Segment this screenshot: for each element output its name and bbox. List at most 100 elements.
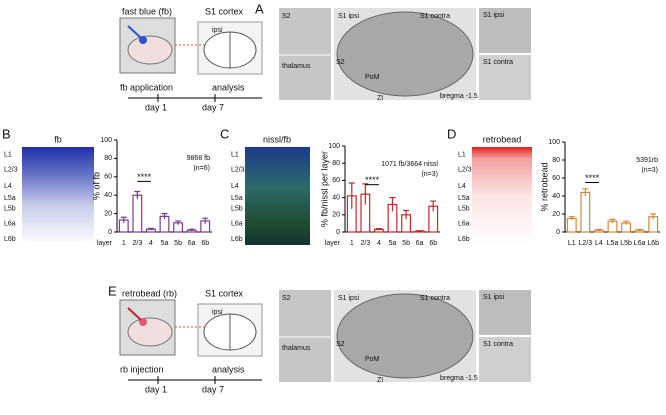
x-tick-label: 5a xyxy=(161,240,169,247)
error-bar xyxy=(147,227,154,231)
label: L4 xyxy=(458,183,466,190)
label: bregma -1.5 xyxy=(440,375,478,382)
x-tick-label: L2/3 xyxy=(579,240,593,247)
annotation: 1071 fb/3664 nissl xyxy=(381,161,438,168)
label: analysis xyxy=(212,364,245,374)
label: fast blue (fb) xyxy=(122,6,172,16)
y-tick-label: 60 xyxy=(104,174,112,181)
label: S2 xyxy=(282,295,291,302)
x-tick-label: 4 xyxy=(377,240,381,247)
y-tick-label: 60 xyxy=(552,175,560,182)
annotation: (n=6) xyxy=(193,165,210,172)
y-tick-label: 40 xyxy=(332,194,340,201)
label: L6a xyxy=(231,220,243,227)
mouse xyxy=(127,317,173,347)
error-bar xyxy=(650,213,657,220)
y-tick-label: 80 xyxy=(332,160,340,167)
micrograph xyxy=(245,147,310,245)
label: S2 xyxy=(336,59,345,66)
label: L5b xyxy=(231,206,243,213)
x-tick-label: 6b xyxy=(201,240,209,247)
label: S1 contra xyxy=(483,59,513,66)
y-tick-label: 40 xyxy=(552,193,560,200)
y-tick-label: 20 xyxy=(552,211,560,218)
y-axis-label: % fb/nissl per layer xyxy=(319,151,329,227)
micrograph xyxy=(479,337,531,382)
x-tick-label: L4 xyxy=(595,240,603,247)
label: retrobead (rb) xyxy=(122,288,177,298)
significance: **** xyxy=(137,172,152,182)
label: rb injection xyxy=(120,364,164,374)
x-tick-label: L5a xyxy=(607,240,619,247)
bar xyxy=(132,194,143,233)
micrograph xyxy=(22,147,94,245)
label: L1 xyxy=(4,152,12,159)
error-bar xyxy=(161,213,168,220)
micrograph xyxy=(279,8,331,100)
error-bar xyxy=(636,228,643,232)
label: ZI xyxy=(377,377,383,384)
label: B xyxy=(2,126,11,141)
label: L6b xyxy=(231,236,243,243)
label: L1 xyxy=(458,152,466,159)
brain-section xyxy=(336,293,474,379)
bar xyxy=(580,191,591,233)
x-tick-label: 6a xyxy=(188,240,196,247)
x-tick-label: 6b xyxy=(429,240,437,247)
label: PoM xyxy=(365,74,380,81)
x-axis-label: layer xyxy=(325,240,341,247)
label: S1 contra xyxy=(483,341,513,348)
x-tick-label: 1 xyxy=(122,240,126,247)
error-bar xyxy=(595,228,602,232)
label: L5a xyxy=(458,195,470,202)
label: S1 contra xyxy=(420,295,450,302)
error-bar xyxy=(403,209,410,220)
label: L5b xyxy=(4,206,16,213)
label: nissl/fb xyxy=(263,134,291,144)
label: S1 ipsi xyxy=(483,294,504,301)
micrograph xyxy=(479,290,531,335)
needle xyxy=(127,25,142,39)
micrograph xyxy=(479,55,531,100)
label: bregma -1.5 xyxy=(440,93,478,100)
y-tick-label: 60 xyxy=(332,177,340,184)
needle xyxy=(127,307,142,321)
x-tick-label: L6a xyxy=(634,240,646,247)
label: S2 xyxy=(336,341,345,348)
x-tick-label: L1 xyxy=(568,240,576,247)
x-tick-label: 2/3 xyxy=(360,240,370,247)
error-bar xyxy=(416,230,423,232)
label: fb application xyxy=(120,82,173,92)
x-tick-label: L6b xyxy=(647,240,659,247)
error-bar xyxy=(623,220,630,225)
label: L5a xyxy=(4,195,16,202)
x-tick-label: L5b xyxy=(620,240,632,247)
label: analysis xyxy=(212,82,245,92)
y-tick-label: 0 xyxy=(336,229,340,236)
label: C xyxy=(220,126,229,141)
label: D xyxy=(447,126,456,141)
label: S1 ipsi xyxy=(338,13,359,20)
label: day 7 xyxy=(202,384,224,394)
annotation: 5391rb xyxy=(636,157,658,164)
label: ipsi xyxy=(212,27,223,34)
annotation: (n=3) xyxy=(641,167,658,174)
x-tick-label: 5b xyxy=(402,240,410,247)
label: retrobead xyxy=(483,134,522,144)
x-tick-label: 4 xyxy=(149,240,153,247)
label: S1 cortex xyxy=(205,288,244,298)
error-bar xyxy=(609,218,616,223)
label: S1 ipsi xyxy=(483,12,504,19)
x-axis-label: layer xyxy=(97,240,113,247)
label: L2/3 xyxy=(231,166,245,173)
label: L4 xyxy=(4,183,12,190)
y-tick-label: 0 xyxy=(556,229,560,236)
error-bar xyxy=(430,200,437,212)
label: day 1 xyxy=(145,102,167,112)
label: L5b xyxy=(458,206,470,213)
label: L5a xyxy=(231,195,243,202)
y-tick-label: 0 xyxy=(108,229,112,236)
label: A xyxy=(255,1,264,16)
y-axis-label: % of fb xyxy=(91,172,101,200)
